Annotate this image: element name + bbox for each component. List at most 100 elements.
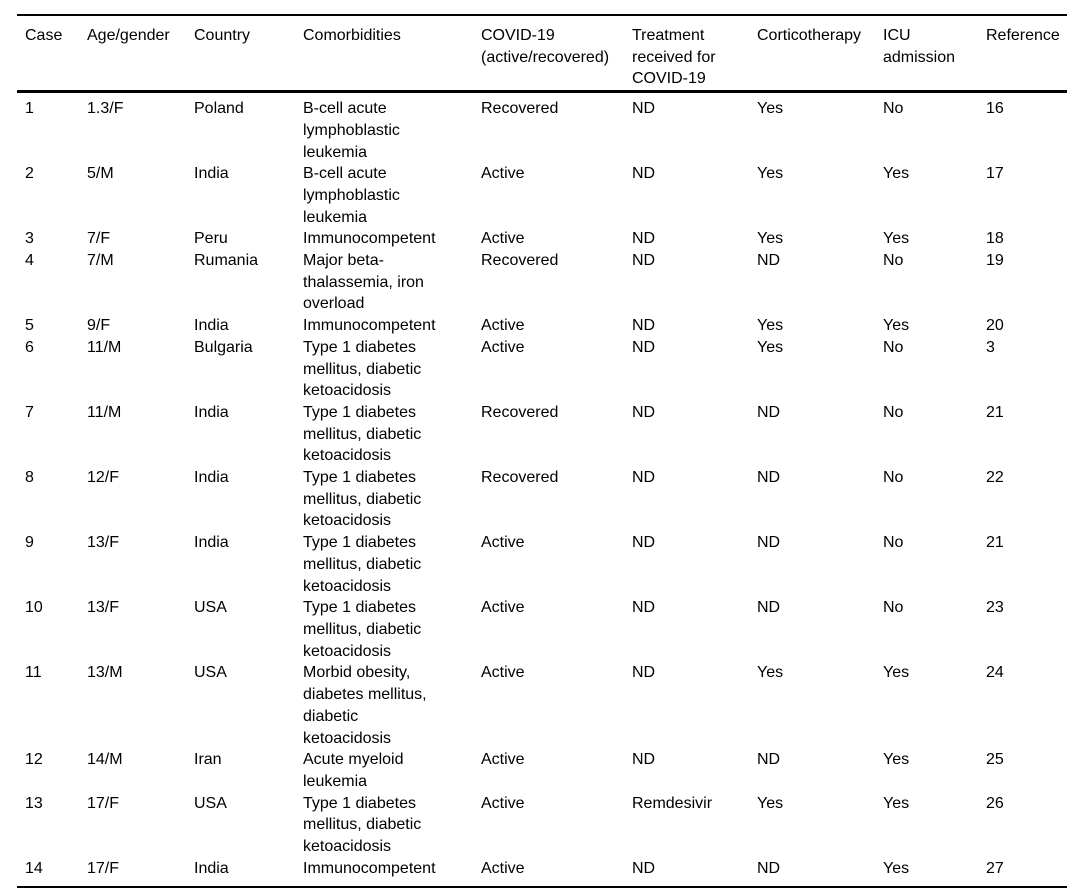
cell-case: 3 [25, 230, 34, 248]
cell-country: Bulgaria [194, 338, 253, 356]
cell-covid-status: Active [481, 317, 525, 335]
cell-comorbidities: Type 1 diabetes mellitus, diabetic ketoa… [303, 794, 422, 856]
cell-country: USA [194, 599, 227, 617]
cell-country: USA [194, 664, 227, 682]
cell-reference: 26 [986, 794, 1004, 812]
table-row: 6 11/M Bulgaria Type 1 diabetes mellitus, d… [17, 337, 1067, 402]
column-header-reference: Reference [986, 15, 1067, 94]
table-row: 10 13/F USA Type 1 diabetes mellitus, diabe… [17, 597, 1067, 662]
cell-treatment: ND [632, 403, 656, 421]
cell-treatment: ND [632, 165, 656, 183]
cell-treatment: ND [632, 599, 656, 617]
cell-corticotherapy: ND [757, 599, 781, 617]
cell-icu-admission: Yes [883, 751, 910, 769]
cell-reference: 3 [986, 338, 995, 356]
cell-treatment: Remdesivir [632, 794, 713, 812]
cell-country: India [194, 165, 229, 183]
cell-country: Rumania [194, 252, 259, 270]
cell-age-gender: 11/M [87, 338, 122, 356]
cell-country: India [194, 534, 229, 552]
cell-corticotherapy: Yes [757, 664, 784, 682]
cell-treatment: ND [632, 664, 656, 682]
cell-treatment: ND [632, 534, 656, 552]
cell-corticotherapy: Yes [757, 338, 784, 356]
cell-icu-admission: No [883, 100, 904, 118]
table-row: 5 9/F India Immunocompetent Active ND Yes Yes 20 [17, 315, 1067, 337]
cell-country: India [194, 403, 229, 421]
cell-reference: 23 [986, 599, 1004, 617]
column-header-age-gender: Age/gender [87, 15, 194, 94]
cell-case: 13 [25, 794, 43, 812]
cell-corticotherapy: ND [757, 751, 781, 769]
cell-comorbidities: Major beta- thalassemia, iron overload [303, 252, 424, 313]
cell-reference: 22 [986, 469, 1004, 487]
table-header: Case Age/gender Country Comorbidities COVID-… [17, 15, 1067, 94]
cell-case: 12 [25, 751, 43, 769]
cell-icu-admission: Yes [883, 230, 910, 248]
cell-treatment: ND [632, 100, 656, 118]
cell-covid-status: Active [481, 664, 525, 682]
cell-covid-status: Recovered [481, 252, 559, 270]
cell-covid-status: Active [481, 751, 525, 769]
cell-icu-admission: No [883, 599, 904, 617]
cell-covid-status: Active [481, 599, 525, 617]
cell-treatment: ND [632, 230, 656, 248]
column-header-case: Case [17, 15, 87, 94]
table-row: 13 17/F USA Type 1 diabetes mellitus, diabe… [17, 793, 1067, 858]
cell-treatment: ND [632, 751, 656, 769]
column-header-corticotherapy: Corticotherapy [757, 15, 883, 94]
table-row: 12 14/M Iran Acute myeloid leukemia Active ND… [17, 749, 1067, 792]
cell-comorbidities: Type 1 diabetes mellitus, diabetic ketoa… [303, 469, 422, 530]
column-header-covid-status: COVID-19 (active/recovered) [481, 15, 632, 94]
cell-treatment: ND [632, 859, 656, 877]
cell-case: 4 [25, 252, 34, 270]
cell-corticotherapy: Yes [757, 317, 784, 335]
cell-reference: 20 [986, 317, 1004, 335]
cell-age-gender: 13/M [87, 664, 123, 682]
cell-corticotherapy: ND [757, 403, 781, 421]
cell-corticotherapy: Yes [757, 230, 784, 248]
cell-age-gender: 13/F [87, 534, 120, 552]
cell-treatment: ND [632, 252, 656, 270]
cell-corticotherapy: ND [757, 469, 781, 487]
cell-covid-status: Recovered [481, 469, 559, 487]
column-header-icu-admission: ICU admission [883, 15, 986, 94]
cell-reference: 19 [986, 252, 1004, 270]
cell-comorbidities: Morbid obesity, diabetes mellitus, diabe… [303, 664, 427, 747]
cell-comorbidities: Immunocompetent [303, 317, 436, 335]
cell-comorbidities: Type 1 diabetes mellitus, diabetic ketoa… [303, 403, 422, 465]
cell-icu-admission: No [883, 534, 904, 552]
table-row: 14 17/F India Immunocompetent Active ND ND Yes 2… [17, 858, 1067, 888]
cell-age-gender: 7/F [87, 230, 111, 248]
cell-corticotherapy: ND [757, 859, 781, 877]
cell-icu-admission: No [883, 338, 904, 356]
cell-age-gender: 7/M [87, 252, 114, 270]
cell-corticotherapy: Yes [757, 165, 784, 183]
cell-comorbidities: Type 1 diabetes mellitus, diabetic ketoa… [303, 534, 422, 595]
cell-case: 1 [25, 100, 34, 118]
cell-age-gender: 13/F [87, 599, 120, 617]
table-body: 1 1.3/F Poland B-cell acute lymphoblastic l… [17, 92, 1067, 888]
cell-treatment: ND [632, 317, 656, 335]
table-row: 1 1.3/F Poland B-cell acute lymphoblastic l… [17, 92, 1067, 164]
cell-case: 6 [25, 338, 34, 356]
cell-covid-status: Recovered [481, 100, 559, 118]
cell-age-gender: 12/F [87, 469, 120, 487]
cell-icu-admission: Yes [883, 794, 910, 812]
cell-case: 2 [25, 165, 34, 183]
header-row: Case Age/gender Country Comorbidities COVID-… [17, 15, 1067, 94]
cell-age-gender: 1.3/F [87, 100, 124, 118]
cell-age-gender: 9/F [87, 317, 111, 335]
table-row: 4 7/M Rumania Major beta- thalassemia, iron… [17, 250, 1067, 315]
cell-age-gender: 17/F [87, 794, 120, 812]
cell-country: India [194, 469, 229, 487]
cell-icu-admission: Yes [883, 317, 910, 335]
cell-covid-status: Active [481, 794, 525, 812]
cell-corticotherapy: Yes [757, 794, 784, 812]
cell-reference: 18 [986, 230, 1004, 248]
cell-corticotherapy: ND [757, 534, 781, 552]
cell-country: Peru [194, 230, 228, 248]
cell-age-gender: 5/M [87, 165, 114, 183]
cell-covid-status: Recovered [481, 403, 559, 421]
